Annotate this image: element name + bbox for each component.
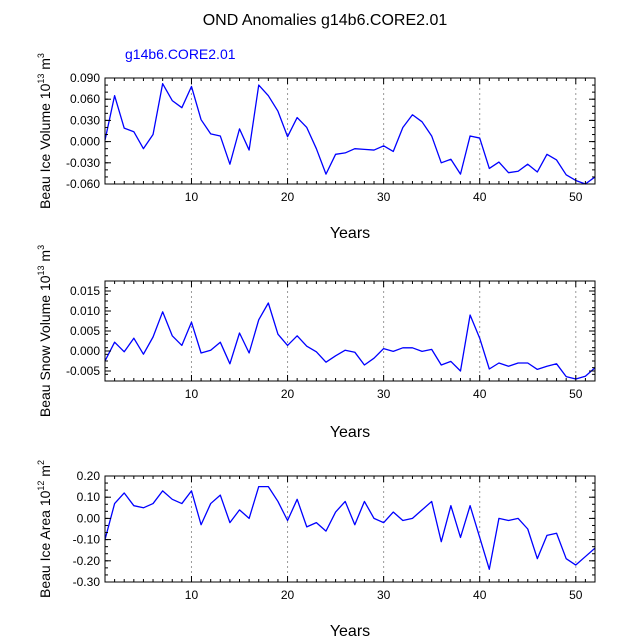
y-tick-label: -0.030 [66,156,100,170]
x-tick-label: 30 [377,387,391,401]
y-axis-label: Beau Ice Area 1012 m2 [36,460,53,598]
y-axis-label: Beau Snow Volume 1013 m3 [36,245,53,417]
x-axis-label: Years [330,623,370,638]
y-tick-label: 0.010 [70,304,100,318]
chart-subtitle: g14b6.CORE2.01 [125,46,236,62]
x-tick-label: 20 [281,387,295,401]
x-tick-label: 50 [569,588,583,602]
x-tick-label: 30 [377,588,391,602]
plot-frame [104,475,596,583]
y-axis-label: Beau Ice Volume 1013 m3 [36,53,53,209]
panel-1: g14b6.CORE2.01 10 20 30 40 50 -0.060 -0.030 0.00… [36,46,596,242]
x-tick-label: 10 [185,190,199,204]
panel-2: 10 20 30 40 50 -0.005 0.000 0.005 0.010 0.015 Year… [36,245,596,441]
x-tick-label: 40 [473,190,487,204]
y-tick-label: 0.00 [77,511,101,525]
x-tick-label: 40 [473,387,487,401]
x-tick-label: 10 [185,387,199,401]
x-tick-label: 10 [185,588,199,602]
y-tick-label: 0.10 [77,490,101,504]
x-tick-label: 50 [569,387,583,401]
y-tick-label: 0.000 [70,135,100,149]
x-axis-label: Years [330,424,370,441]
y-tick-label: -0.10 [73,533,101,547]
series-line [104,302,596,380]
y-tick-label: 0.030 [70,113,100,127]
panel-3: 10 20 30 40 50 -0.30 -0.20 -0.10 0.00 0.10 0.20 Yea… [36,460,596,638]
chart-title: OND Anomalies g14b6.CORE2.01 [203,12,448,29]
y-tick-label: -0.20 [73,554,101,568]
y-tick-label: -0.060 [66,177,100,191]
x-tick-label: 40 [473,588,487,602]
plot-frame [104,77,596,185]
y-tick-label: 0.090 [70,71,100,85]
y-tick-label: 0.015 [70,284,100,298]
y-tick-label: -0.30 [73,575,101,589]
series-line [104,83,596,185]
x-tick-label: 30 [377,190,391,204]
y-tick-label: 0.005 [70,324,100,338]
y-tick-label: -0.005 [66,364,100,378]
x-tick-label: 50 [569,190,583,204]
plot-frame [104,280,596,382]
y-tick-label: 0.20 [77,469,101,483]
x-axis-label: Years [330,225,370,242]
series-line [104,485,596,570]
x-tick-label: 20 [281,588,295,602]
x-tick-label: 20 [281,190,295,204]
y-tick-label: 0.000 [70,344,100,358]
y-tick-label: 0.060 [70,92,100,106]
